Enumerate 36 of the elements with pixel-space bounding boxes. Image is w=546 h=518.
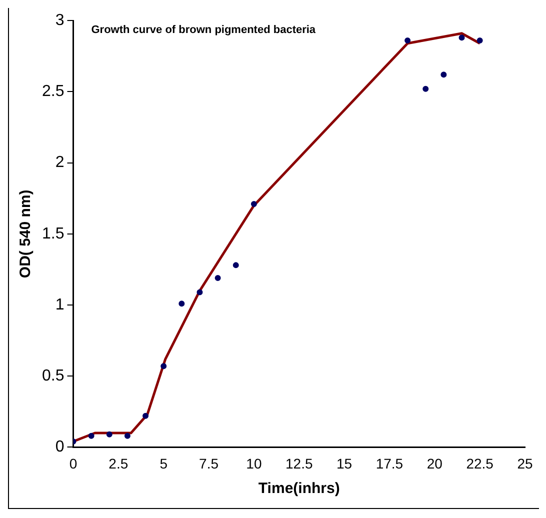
x-tick-label: 20 — [426, 455, 443, 472]
point — [476, 38, 483, 44]
x-tick-label: 5 — [160, 455, 168, 472]
x-tick-label: 12.5 — [285, 455, 313, 472]
point — [160, 363, 167, 370]
point — [232, 262, 239, 268]
y-tick-label: 2 — [55, 154, 64, 172]
point — [178, 300, 185, 307]
point — [404, 38, 411, 44]
x-tick-label: 2.5 — [108, 455, 128, 472]
point — [250, 201, 257, 208]
point — [88, 432, 94, 439]
point — [106, 431, 112, 438]
x-tick-label: 0 — [69, 455, 78, 472]
x-tick-label: 15 — [336, 455, 352, 472]
y-tick-label: 0 — [55, 438, 64, 456]
y-tick-label: 3 — [55, 12, 64, 30]
point — [196, 289, 203, 296]
chart-title: Growth curve of brown pigmented bacteria — [91, 24, 316, 36]
point — [124, 432, 130, 439]
x-tick-label: 7.5 — [199, 455, 219, 472]
y-tick-label: 1.5 — [42, 225, 64, 242]
x-axis-title: Time(inhrs) — [258, 480, 340, 498]
x-tick-label: 25 — [517, 455, 533, 472]
y-tick-label: 2.5 — [42, 83, 64, 100]
y-axis-title: OD( 540 nm) — [17, 190, 34, 278]
x-tick-label: 10 — [246, 455, 262, 472]
point — [440, 72, 447, 78]
y-tick-label: 0.5 — [42, 368, 64, 385]
point — [142, 412, 149, 419]
point — [458, 34, 465, 41]
y-tick-label: 1 — [55, 296, 64, 314]
point — [214, 274, 221, 281]
x-tick-label: 22.5 — [466, 455, 494, 472]
point — [422, 86, 429, 92]
x-tick-label: 17.5 — [376, 455, 404, 472]
